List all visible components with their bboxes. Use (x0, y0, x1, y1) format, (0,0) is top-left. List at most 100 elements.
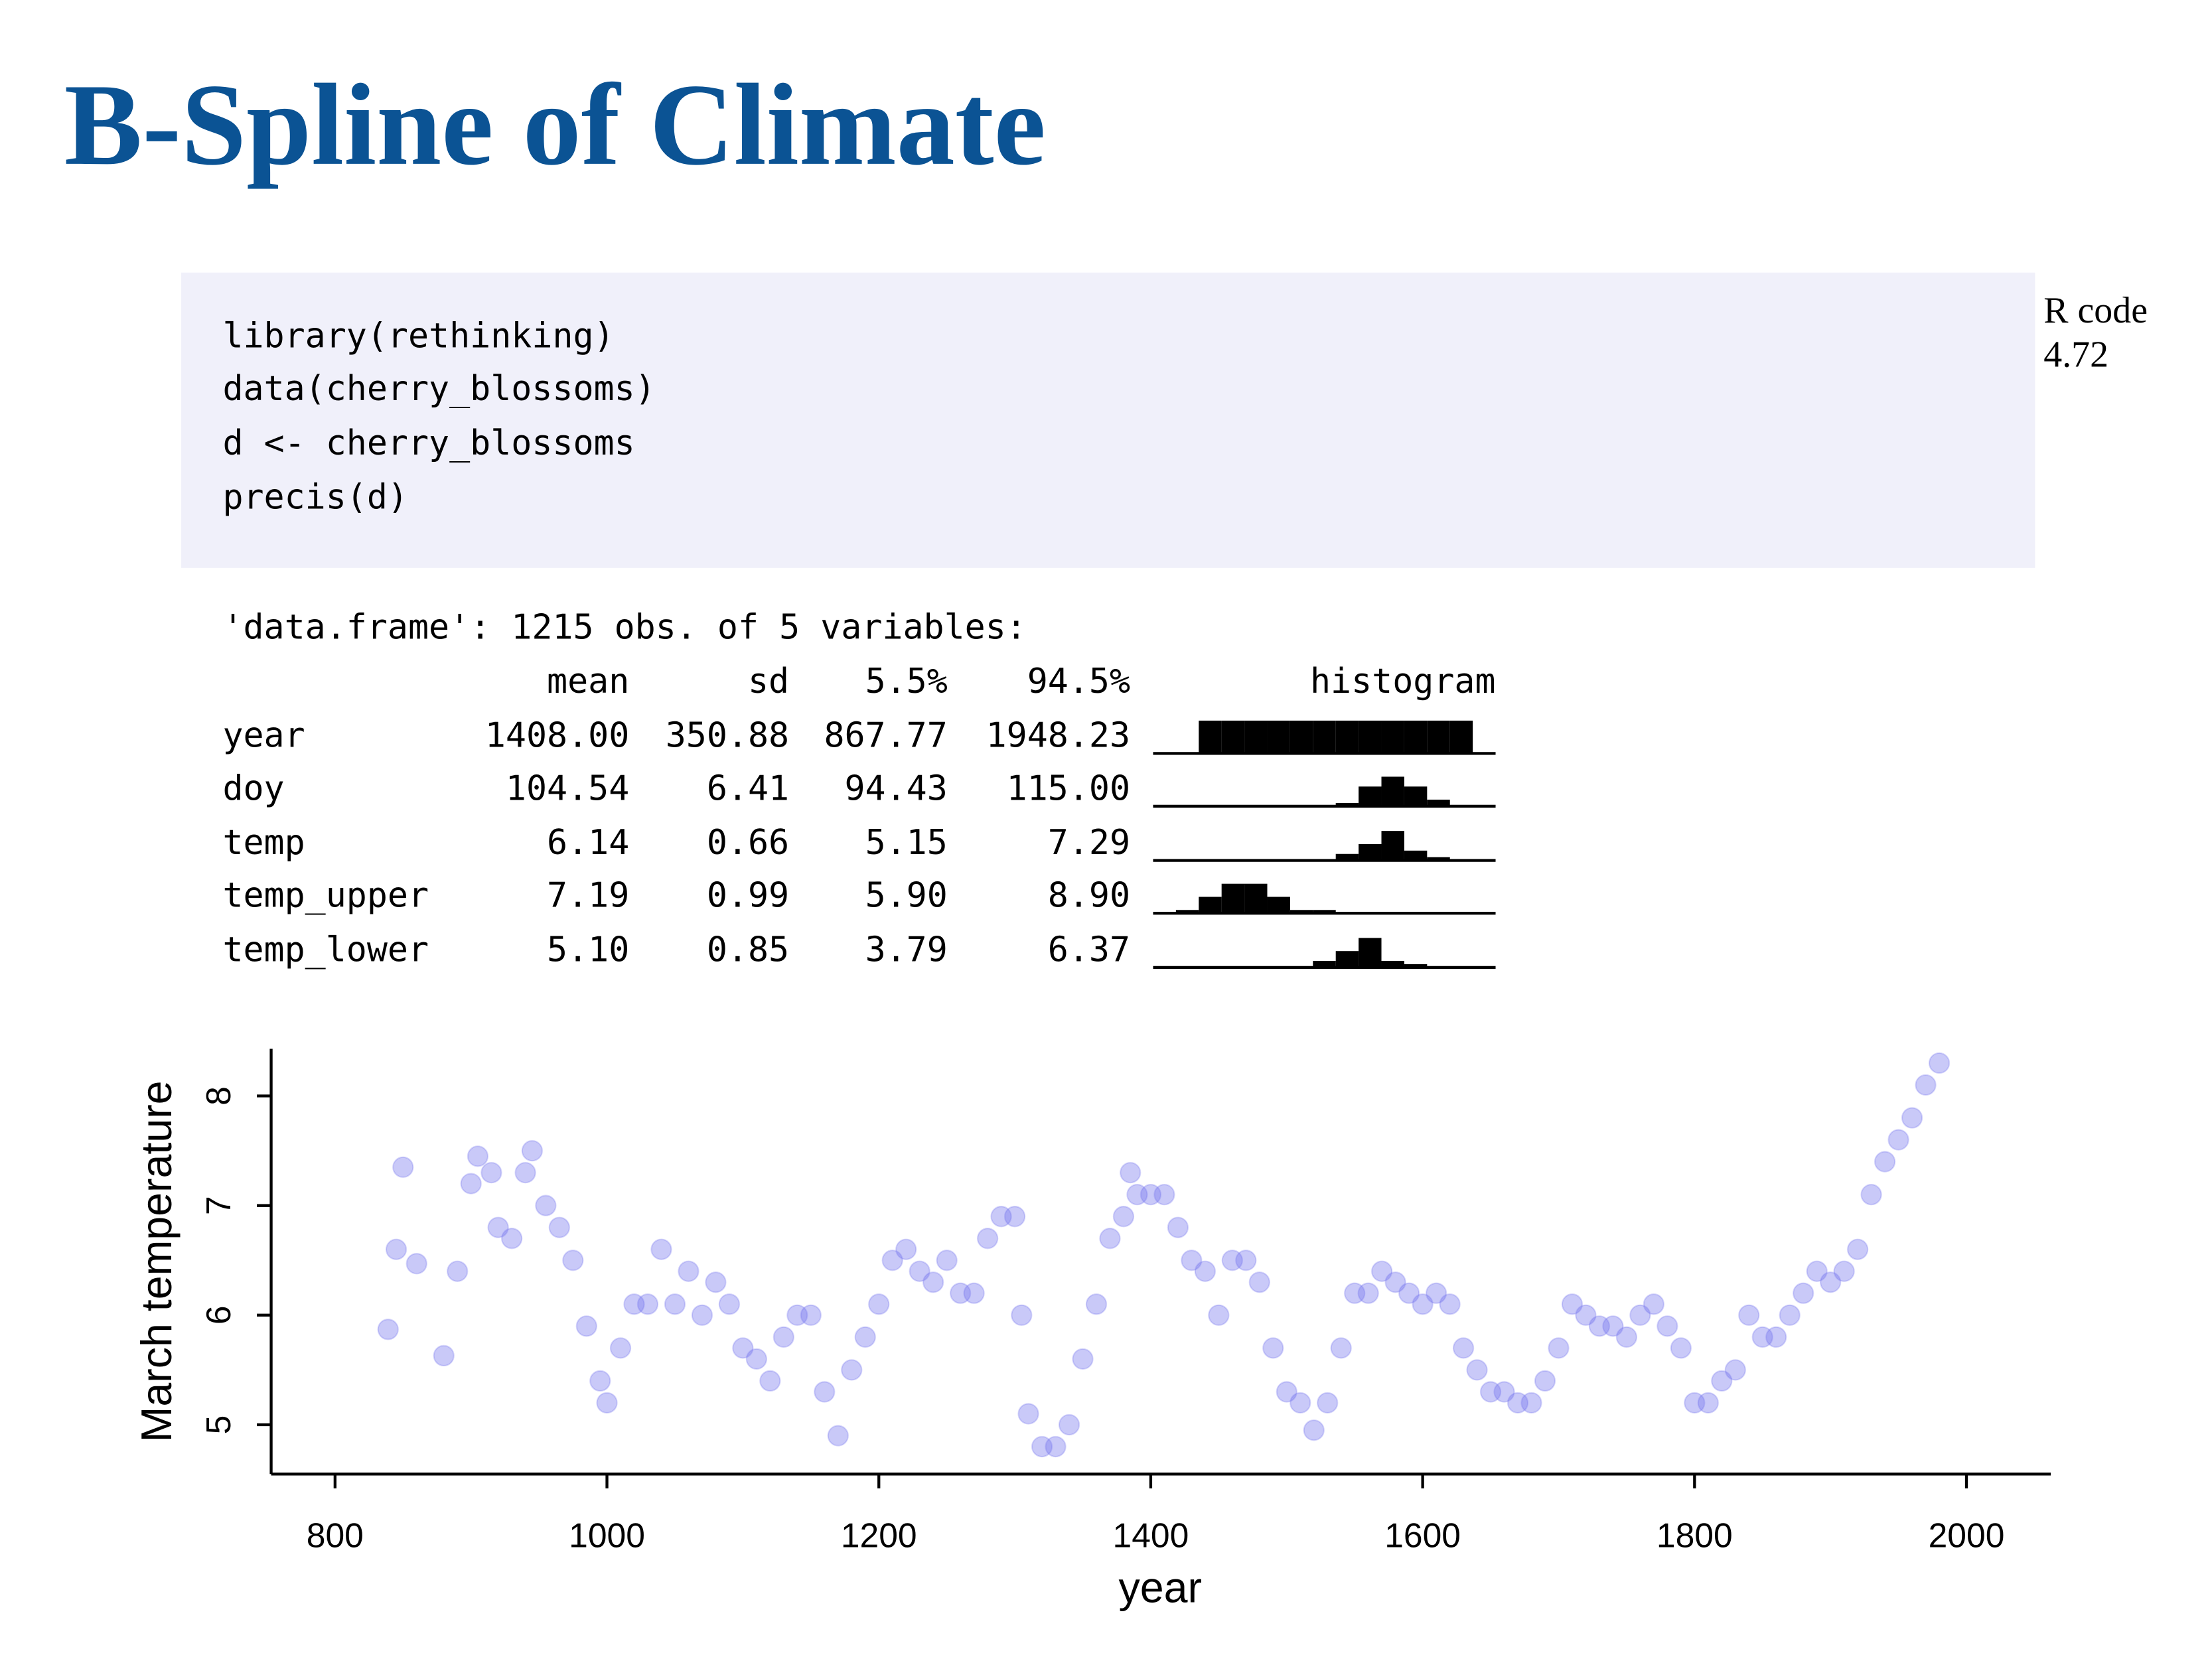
histogram-bar (1359, 938, 1382, 968)
point (623, 1293, 645, 1315)
histogram-bar (1199, 720, 1222, 754)
x-tick-label: 1400 (1113, 1516, 1189, 1555)
point (1507, 1392, 1529, 1414)
point (990, 1206, 1012, 1228)
column-header: 5.5% (865, 662, 948, 701)
histogram-bar (1335, 853, 1359, 861)
point (1833, 1260, 1855, 1282)
point (786, 1304, 808, 1326)
point (1181, 1250, 1203, 1271)
point (841, 1359, 863, 1381)
cell-value: 6.14 (547, 823, 629, 863)
point (705, 1271, 727, 1293)
x-tick-label: 1000 (569, 1516, 645, 1555)
point (1398, 1282, 1420, 1304)
histogram-bar (1335, 803, 1359, 806)
point (1548, 1337, 1570, 1359)
cell-value: 6.41 (707, 768, 789, 808)
point (1439, 1293, 1461, 1315)
point (1887, 1129, 1909, 1151)
histogram-bar (1381, 961, 1404, 968)
point (1120, 1162, 1142, 1184)
point (827, 1425, 849, 1447)
histogram-bar (1359, 786, 1382, 806)
histogram-bar (1404, 964, 1428, 968)
histogram-bar (1404, 786, 1428, 806)
code-label: 4.72 (2043, 334, 2108, 376)
cell-value: 6.37 (1048, 930, 1130, 970)
point (1384, 1271, 1406, 1293)
cell-value: 3.79 (865, 930, 948, 970)
x-tick-label: 800 (307, 1516, 364, 1555)
histogram-bar (1267, 897, 1290, 914)
point (1425, 1282, 1447, 1304)
point (1738, 1304, 1760, 1326)
point (1412, 1293, 1434, 1315)
point (562, 1250, 584, 1271)
point (1657, 1315, 1678, 1337)
point (1820, 1271, 1842, 1293)
point (1290, 1392, 1311, 1414)
point (589, 1370, 611, 1392)
point (759, 1370, 781, 1392)
point (1221, 1250, 1243, 1271)
point (1711, 1370, 1733, 1392)
histogram-bar (1290, 720, 1313, 754)
histogram-bar (1427, 857, 1450, 861)
point (575, 1315, 597, 1337)
point (1928, 1052, 1951, 1074)
histogram-bar (1221, 883, 1245, 914)
point (1235, 1250, 1257, 1271)
point (487, 1216, 509, 1238)
point (732, 1337, 754, 1359)
histogram-bar (1290, 910, 1313, 914)
point (881, 1250, 903, 1271)
row-name: temp_lower (222, 930, 429, 970)
point (1615, 1326, 1638, 1348)
point (1344, 1282, 1366, 1304)
point (377, 1319, 399, 1340)
point (1602, 1315, 1624, 1337)
y-tick-label: 7 (199, 1196, 238, 1215)
point (535, 1194, 557, 1216)
histogram-bar (1404, 850, 1428, 861)
point (1466, 1359, 1488, 1381)
point (596, 1392, 618, 1414)
column-header: 94.5% (1027, 662, 1130, 701)
point (950, 1282, 972, 1304)
point (1588, 1315, 1611, 1337)
histogram-bar (1381, 776, 1404, 806)
histogram-bar (1381, 831, 1404, 861)
point (1860, 1184, 1882, 1206)
histogram-bar (1427, 720, 1450, 754)
point (895, 1238, 917, 1260)
point (773, 1326, 794, 1348)
histogram-bar (1359, 843, 1382, 861)
point (1806, 1260, 1828, 1282)
histogram-bar (1381, 720, 1404, 754)
y-tick-label: 5 (199, 1415, 238, 1435)
point (1670, 1337, 1692, 1359)
code-label: R code (2043, 290, 2148, 331)
y-tick-label: 6 (199, 1305, 238, 1325)
cell-value: 350.88 (666, 716, 789, 756)
point (1140, 1184, 1162, 1206)
point (814, 1381, 836, 1403)
point (636, 1293, 659, 1315)
point (909, 1260, 930, 1282)
point (548, 1216, 570, 1238)
point (1901, 1107, 1923, 1129)
point (1303, 1419, 1325, 1441)
point (664, 1293, 686, 1315)
code-line: precis(d) (222, 478, 408, 518)
point (678, 1260, 700, 1282)
point (1452, 1337, 1475, 1359)
point (433, 1344, 455, 1367)
x-tick-label: 1800 (1657, 1516, 1733, 1555)
point (1099, 1228, 1121, 1250)
point (1793, 1282, 1814, 1304)
row-name: temp_upper (222, 876, 429, 916)
point (1058, 1413, 1080, 1436)
